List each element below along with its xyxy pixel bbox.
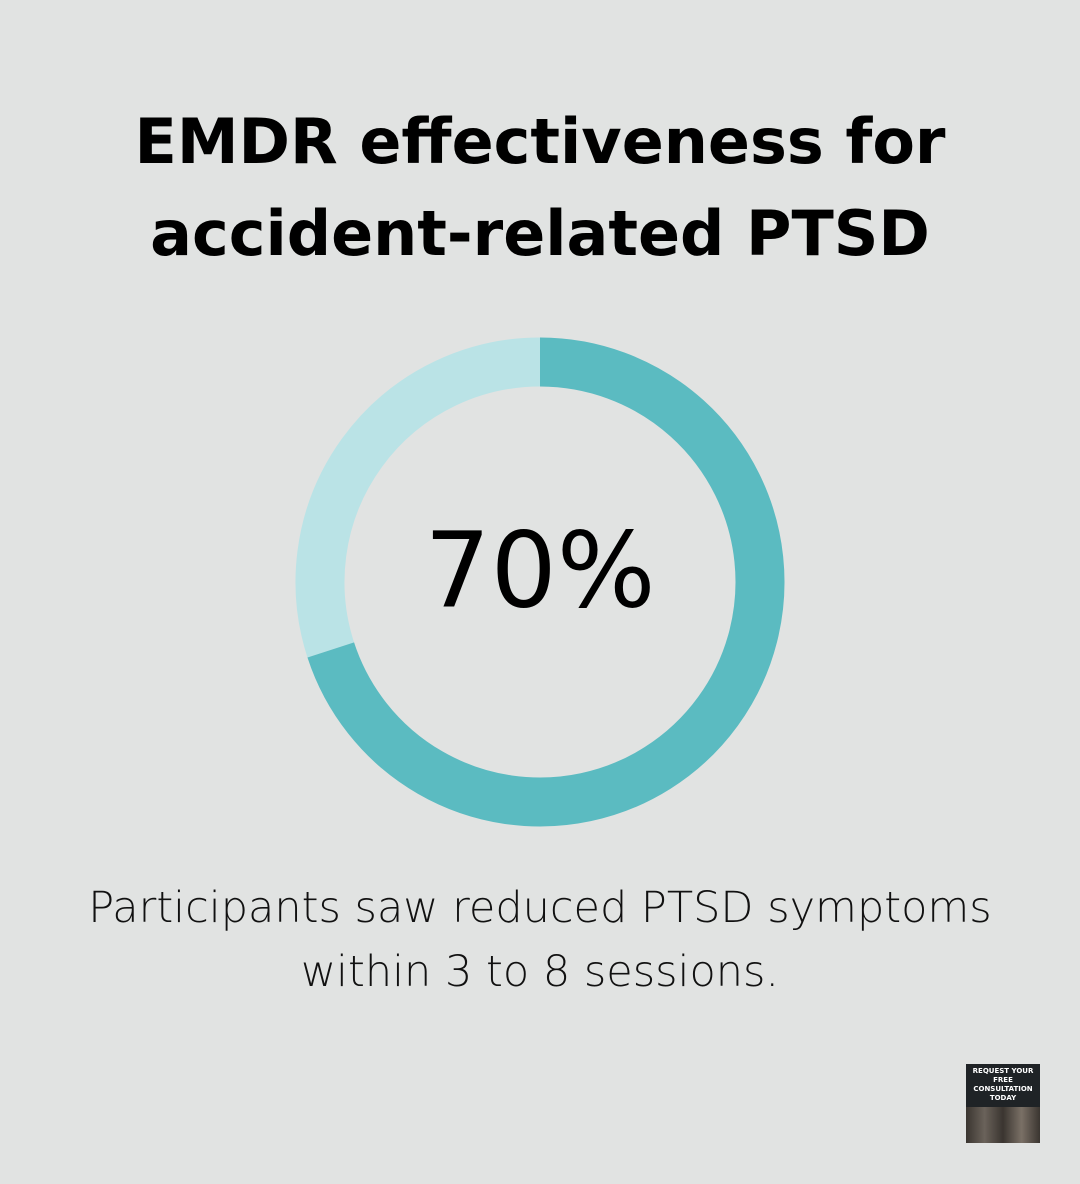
chart: 70%	[295, 337, 785, 827]
chart-title: EMDR effectiveness for accident-related …	[134, 105, 946, 270]
donut-segment	[295, 337, 541, 658]
donut-segment	[307, 337, 785, 827]
badge[interactable]: REQUEST YOUR FREE CONSULTATION TODAY	[966, 1064, 1040, 1143]
value-label: 70%	[424, 509, 655, 631]
caption: Participants saw reduced PTSD symptoms w…	[88, 883, 992, 997]
badge-text[interactable]: REQUEST YOUR FREE CONSULTATION TODAY	[972, 1067, 1034, 1102]
badge-photo	[966, 1107, 1040, 1143]
